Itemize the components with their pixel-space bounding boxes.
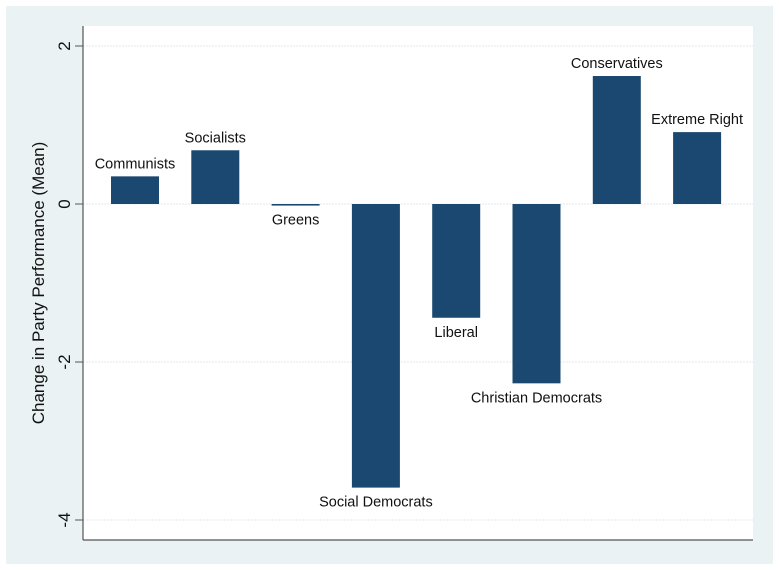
plot-area	[83, 26, 753, 540]
bar-label: Extreme Right	[651, 112, 743, 128]
bar-extreme-right	[673, 132, 722, 204]
bar-label: Socialists	[185, 130, 246, 146]
bar-label: Social Democrats	[319, 495, 433, 511]
bar-communists	[111, 176, 159, 204]
y-axis: 2 0 -2 -4	[55, 26, 753, 541]
bar-label: Greens	[272, 213, 320, 229]
y-axis-label: Change in Party Performance (Mean)	[29, 142, 48, 425]
bar-conservatives	[592, 76, 641, 204]
bar-socialists	[191, 150, 240, 204]
bar-christian-democrats	[512, 204, 561, 384]
bar-labels: Communists Socialists Greens Social Democra…	[95, 56, 743, 511]
y-tick-label: -2	[55, 354, 74, 369]
bar-label: Communists	[95, 156, 176, 172]
bar-label: Christian Democrats	[471, 390, 602, 406]
bar-greens	[271, 204, 320, 206]
bar-label: Conservatives	[571, 56, 663, 72]
bars	[111, 76, 722, 488]
y-tick-label: 2	[55, 41, 74, 50]
y-tick-label: -4	[55, 512, 74, 527]
bar-social-democrats	[351, 204, 400, 488]
bar-liberal	[432, 204, 481, 318]
bar-label: Liberal	[434, 325, 478, 341]
y-tick-label: 0	[55, 199, 74, 208]
